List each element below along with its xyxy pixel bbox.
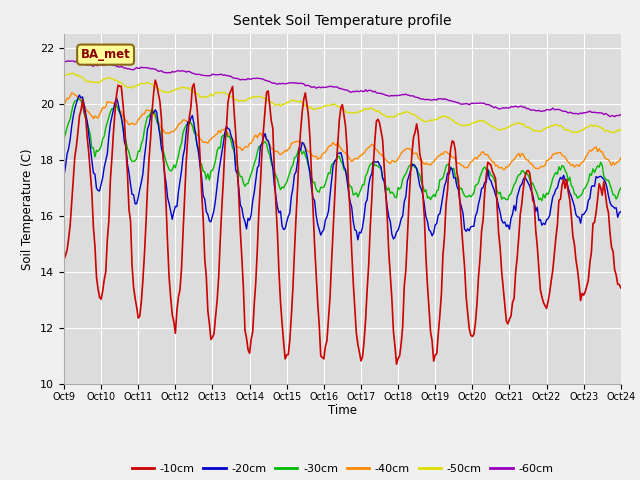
Text: BA_met: BA_met: [81, 48, 131, 61]
Legend: -10cm, -20cm, -30cm, -40cm, -50cm, -60cm: -10cm, -20cm, -30cm, -40cm, -50cm, -60cm: [127, 460, 557, 479]
X-axis label: Time: Time: [328, 405, 357, 418]
Y-axis label: Soil Temperature (C): Soil Temperature (C): [22, 148, 35, 270]
Title: Sentek Soil Temperature profile: Sentek Soil Temperature profile: [233, 14, 452, 28]
